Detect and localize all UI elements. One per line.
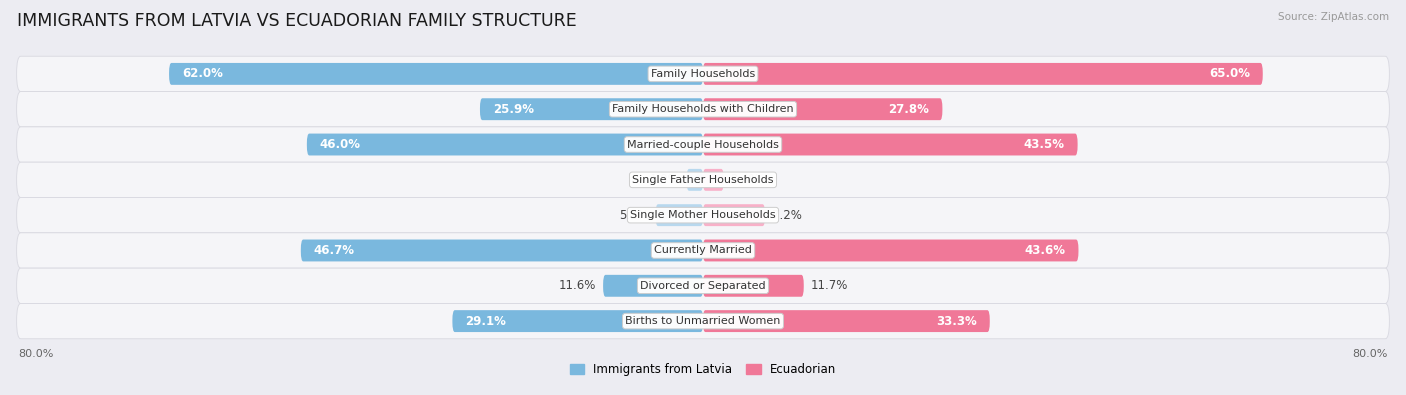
FancyBboxPatch shape: [453, 310, 703, 332]
Text: 25.9%: 25.9%: [494, 103, 534, 116]
FancyBboxPatch shape: [703, 98, 942, 120]
Text: 62.0%: 62.0%: [181, 68, 224, 81]
FancyBboxPatch shape: [307, 134, 703, 156]
FancyBboxPatch shape: [17, 268, 1389, 303]
FancyBboxPatch shape: [479, 98, 703, 120]
FancyBboxPatch shape: [703, 63, 1263, 85]
FancyBboxPatch shape: [703, 204, 765, 226]
Text: 46.0%: 46.0%: [319, 138, 361, 151]
FancyBboxPatch shape: [17, 303, 1389, 339]
Text: Married-couple Households: Married-couple Households: [627, 139, 779, 150]
Text: 43.5%: 43.5%: [1024, 138, 1064, 151]
FancyBboxPatch shape: [655, 204, 703, 226]
FancyBboxPatch shape: [703, 134, 1077, 156]
Text: Family Households: Family Households: [651, 69, 755, 79]
Text: Single Father Households: Single Father Households: [633, 175, 773, 185]
Text: Currently Married: Currently Married: [654, 245, 752, 256]
Text: 33.3%: 33.3%: [936, 314, 977, 327]
FancyBboxPatch shape: [17, 233, 1389, 268]
FancyBboxPatch shape: [17, 92, 1389, 127]
FancyBboxPatch shape: [703, 310, 990, 332]
Text: 80.0%: 80.0%: [1353, 349, 1388, 359]
Text: 46.7%: 46.7%: [314, 244, 354, 257]
Legend: Immigrants from Latvia, Ecuadorian: Immigrants from Latvia, Ecuadorian: [565, 358, 841, 381]
FancyBboxPatch shape: [17, 127, 1389, 162]
FancyBboxPatch shape: [17, 162, 1389, 198]
Text: Births to Unmarried Women: Births to Unmarried Women: [626, 316, 780, 326]
FancyBboxPatch shape: [603, 275, 703, 297]
Text: Divorced or Separated: Divorced or Separated: [640, 281, 766, 291]
Text: Single Mother Households: Single Mother Households: [630, 210, 776, 220]
Text: 80.0%: 80.0%: [18, 349, 53, 359]
Text: 2.4%: 2.4%: [731, 173, 761, 186]
Text: 65.0%: 65.0%: [1209, 68, 1250, 81]
Text: 7.2%: 7.2%: [772, 209, 801, 222]
Text: Family Households with Children: Family Households with Children: [612, 104, 794, 114]
Text: 11.6%: 11.6%: [558, 279, 596, 292]
Text: 29.1%: 29.1%: [465, 314, 506, 327]
FancyBboxPatch shape: [686, 169, 703, 191]
FancyBboxPatch shape: [301, 239, 703, 261]
Text: Source: ZipAtlas.com: Source: ZipAtlas.com: [1278, 12, 1389, 22]
Text: 1.9%: 1.9%: [650, 173, 679, 186]
FancyBboxPatch shape: [703, 275, 804, 297]
FancyBboxPatch shape: [703, 239, 1078, 261]
Text: 43.6%: 43.6%: [1025, 244, 1066, 257]
FancyBboxPatch shape: [17, 56, 1389, 92]
FancyBboxPatch shape: [17, 198, 1389, 233]
FancyBboxPatch shape: [169, 63, 703, 85]
Text: 5.5%: 5.5%: [619, 209, 648, 222]
Text: IMMIGRANTS FROM LATVIA VS ECUADORIAN FAMILY STRUCTURE: IMMIGRANTS FROM LATVIA VS ECUADORIAN FAM…: [17, 12, 576, 30]
Text: 27.8%: 27.8%: [889, 103, 929, 116]
FancyBboxPatch shape: [703, 169, 724, 191]
Text: 11.7%: 11.7%: [811, 279, 848, 292]
